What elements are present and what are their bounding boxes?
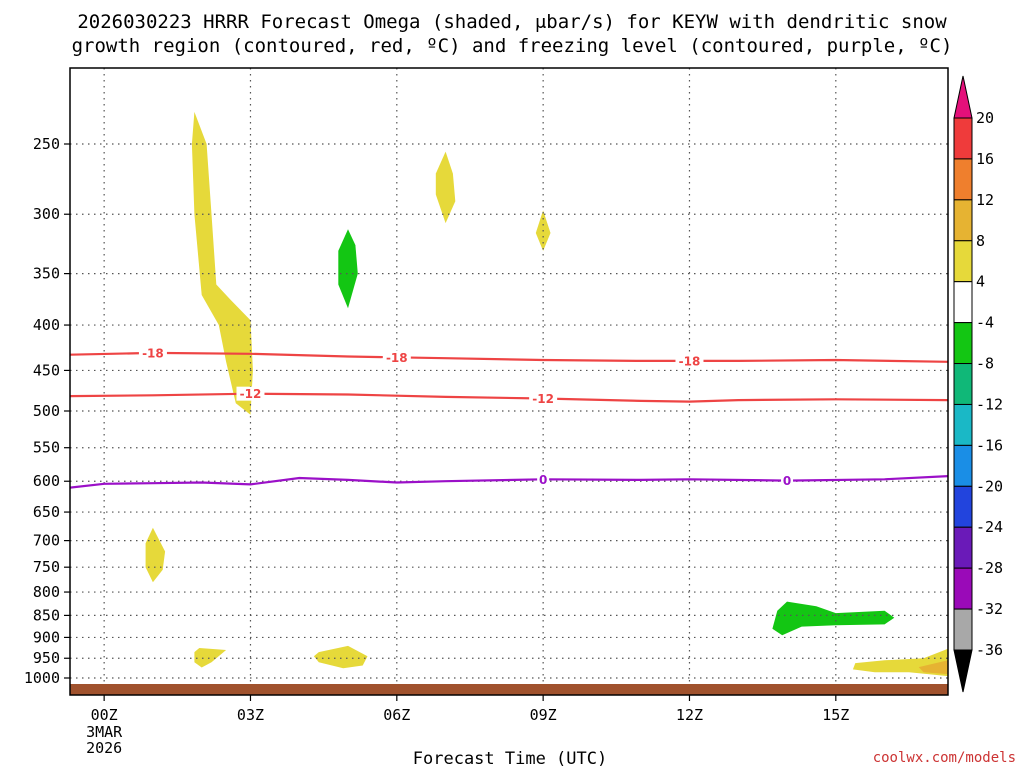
contour-label-0: 0 xyxy=(783,474,791,488)
y-tick-label: 750 xyxy=(33,558,60,576)
contour-label-bg xyxy=(675,353,704,368)
y-tick-label: 650 xyxy=(33,503,60,521)
dgz-contour--18 xyxy=(70,351,948,363)
x-tick-label: 00Z xyxy=(91,706,118,724)
colorbar-segment xyxy=(953,485,973,528)
colorbar-label: -16 xyxy=(976,436,1003,454)
colorbar-segment xyxy=(953,403,973,446)
dgz-contour--12 xyxy=(70,392,948,403)
colorbar-segment xyxy=(953,199,973,242)
omega-yellow-column xyxy=(191,111,253,415)
y-tick-label: 850 xyxy=(33,606,60,624)
colorbar-bottom-arrow xyxy=(953,649,973,693)
contour-label-bg xyxy=(537,472,550,487)
contour-label--12: -12 xyxy=(532,392,554,406)
contour-label-bg xyxy=(382,350,411,365)
colorbar-segment xyxy=(953,363,973,405)
colorbar-label: -28 xyxy=(976,559,1003,577)
plot-frame xyxy=(69,67,949,696)
colorbar-label: -32 xyxy=(976,600,1003,618)
colorbar-label: 12 xyxy=(976,191,994,209)
colorbar-segment xyxy=(953,444,973,487)
colorbar-label: 16 xyxy=(976,150,994,168)
contour-label--12: -12 xyxy=(240,387,262,401)
y-tick-label: 250 xyxy=(33,135,60,153)
y-tick-label: 900 xyxy=(33,628,60,646)
contour-label-bg xyxy=(781,473,794,488)
x-tick-label: 03Z xyxy=(237,706,264,724)
colorbar-label: -4 xyxy=(976,314,994,332)
chart-title-line-1: 2026030223 HRRR Forecast Omega (shaded, … xyxy=(77,11,947,33)
colorbar-segment xyxy=(953,608,973,651)
colorbar-label: -24 xyxy=(976,518,1003,536)
colorbar-segment xyxy=(953,322,973,365)
x-tick-label: 12Z xyxy=(676,706,703,724)
omega-yellow-0700 xyxy=(435,151,456,224)
freezing-contour-0 xyxy=(70,475,948,489)
colorbar-segment xyxy=(953,240,973,283)
y-tick-label: 350 xyxy=(33,265,60,283)
contour-label--18: -18 xyxy=(386,351,408,365)
contour-label--18: -18 xyxy=(142,346,164,360)
colorbar-label: 8 xyxy=(976,232,985,250)
omega-yellow-0100 xyxy=(145,527,166,583)
y-tick-label: 800 xyxy=(33,583,60,601)
colorbar-segment xyxy=(953,281,973,324)
y-tick-label: 950 xyxy=(33,649,60,667)
x-tick-label: 06Z xyxy=(383,706,410,724)
y-tick-label: 600 xyxy=(33,472,60,490)
contour-label--18: -18 xyxy=(679,354,701,368)
colorbar-top-arrow xyxy=(953,75,973,119)
omega-orange-1700-low xyxy=(918,660,948,675)
colorbar-label: -20 xyxy=(976,477,1003,495)
y-tick-label: 400 xyxy=(33,316,60,334)
contour-label-bg xyxy=(529,391,558,406)
y-tick-label: 550 xyxy=(33,439,60,457)
plot-area: -18 -18 -18 -12 -12 0 0 250 300 350 400 450 500 550 60… xyxy=(24,67,949,757)
contour-label-bg xyxy=(236,386,265,401)
colorbar-label: -36 xyxy=(976,641,1003,659)
x-tick-sublabel: 3MAR xyxy=(86,723,123,741)
y-tick-label: 300 xyxy=(33,205,60,223)
colorbar-segment xyxy=(953,526,973,569)
omega-green-1400 xyxy=(772,601,895,636)
omega-yellow-0200-low xyxy=(194,648,227,668)
y-tick-label: 1000 xyxy=(24,669,60,687)
colorbar-label: 4 xyxy=(976,273,985,291)
ground-surface xyxy=(70,684,948,695)
contour-label-bg xyxy=(138,345,167,360)
credit-text: coolwx.com/models xyxy=(873,750,1016,766)
colorbar-segment xyxy=(953,117,973,160)
plot-inner: -18 -18 -18 -12 -12 0 0 xyxy=(70,68,948,684)
x-axis-label: Forecast Time (UTC) xyxy=(413,749,607,768)
colorbar-label: -12 xyxy=(976,395,1003,413)
chart-title-line-2: growth region (contoured, red, ºC) and f… xyxy=(72,35,953,57)
colorbar-label: -8 xyxy=(976,355,994,373)
contour-label-0: 0 xyxy=(539,473,547,487)
x-tick-label: 15Z xyxy=(822,706,849,724)
colorbar-segment xyxy=(953,567,973,610)
x-tick-sublabel: 2026 xyxy=(86,739,122,757)
x-tick-label: 09Z xyxy=(530,706,557,724)
y-tick-label: 700 xyxy=(33,532,60,550)
colorbar-label: 20 xyxy=(976,109,994,127)
omega-green-0500 xyxy=(338,229,358,309)
colorbar: 20 16 12 8 4 -4 -8 -12 -16 -20 -24 -28 -32 -36 xyxy=(953,75,1003,693)
omega-yellow-0500-low xyxy=(313,645,368,669)
y-tick-label: 500 xyxy=(33,402,60,420)
colorbar-segment xyxy=(953,158,973,201)
y-tick-label: 450 xyxy=(33,361,60,379)
